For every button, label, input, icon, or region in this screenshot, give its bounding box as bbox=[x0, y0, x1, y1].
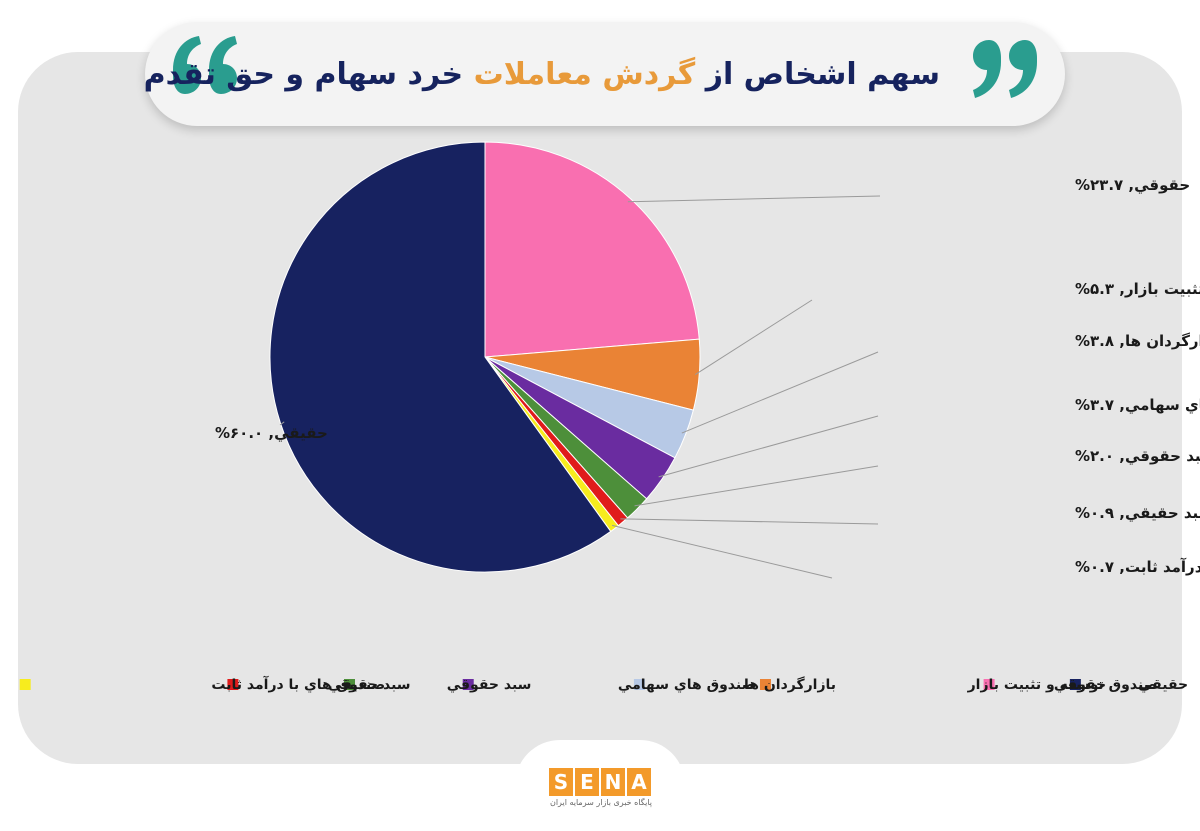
legend-swatch-7 bbox=[19, 679, 31, 690]
leader-line-6 bbox=[620, 518, 879, 525]
logo-letter-1: E bbox=[575, 768, 599, 796]
logo-letter-0: S bbox=[549, 768, 573, 796]
legend-label-4: صندوق هاي سهامي bbox=[618, 677, 755, 694]
data-labels: حقيقي, ۶۰.۰% حقوقي, ۲۳.۷% صندوق توسعه و تث… bbox=[215, 176, 1200, 577]
leader-line-2 bbox=[695, 299, 813, 375]
legend-label-3: بازارگردان ها bbox=[744, 676, 836, 693]
legend-swatch-3 bbox=[633, 679, 645, 690]
data-label-0: حقيقي, ۶۰.۰% bbox=[215, 424, 328, 442]
leader-lines bbox=[279, 195, 881, 579]
leader-line-4 bbox=[658, 415, 879, 478]
chart-title: سهم اشخاص از گردش معاملات خرد سهام و حق … bbox=[144, 50, 940, 100]
legend-swatch-1 bbox=[983, 679, 995, 690]
title-part-1: سهم اشخاص از bbox=[705, 57, 940, 92]
pie-slice-0 bbox=[269, 141, 612, 573]
data-label-3: بازارگردان ها, ۳.۸% bbox=[1075, 332, 1200, 350]
legend-swatch-2 bbox=[759, 679, 771, 690]
legend-swatch-0 bbox=[1069, 679, 1081, 690]
legend-label-7: صندوق هاي با درآمد ثابت bbox=[211, 675, 385, 694]
data-label-2: صندوق توسعه و تثبيت بازار, ۵.۳% bbox=[1075, 280, 1200, 298]
legend-label-1: حقوقي bbox=[1054, 677, 1106, 693]
logo-letter-3: A bbox=[627, 768, 651, 796]
legend-label-5: سبد حقوقي bbox=[447, 677, 532, 693]
title-banner bbox=[145, 22, 1065, 126]
leader-line-5 bbox=[634, 465, 879, 507]
legend-swatch-5 bbox=[344, 679, 355, 690]
data-label-4: صندوق هاي سهامي, ۳.۷% bbox=[1075, 396, 1200, 415]
legend-label-6: سبد حقيقي bbox=[328, 677, 411, 693]
data-label-5: سبد حقوقي, ۲.۰% bbox=[1075, 447, 1200, 465]
legend-label-0: حقيقي bbox=[1138, 677, 1188, 693]
leader-line-0 bbox=[279, 421, 285, 426]
open-quote-icon bbox=[173, 36, 237, 94]
legend-label-2: صندوق توسعه و تثبيت بازار bbox=[967, 677, 1158, 693]
leader-line-7 bbox=[611, 524, 833, 579]
legend-swatch-6 bbox=[227, 679, 239, 690]
title-part-2: خرد سهام و حق تقدم bbox=[143, 57, 464, 92]
title-accent: گردش معاملات bbox=[473, 57, 696, 92]
logo-letter-2: N bbox=[601, 768, 625, 796]
logo-background bbox=[515, 740, 685, 830]
data-label-6: سبد حقيقي, ۰.۹% bbox=[1075, 504, 1200, 522]
pie-slices bbox=[269, 141, 701, 573]
data-label-1: حقوقي, ۲۳.۷% bbox=[1075, 176, 1190, 194]
logo-tagline: پایگاه خبری بازار سرمایه ایران bbox=[549, 798, 653, 807]
leader-line-3 bbox=[681, 351, 879, 434]
legend-swatch-4 bbox=[462, 679, 474, 690]
data-label-7: صندوق هاي با درآمد ثابت, ۰.۷% bbox=[1075, 558, 1200, 577]
close-quote-icon bbox=[973, 40, 1037, 98]
leader-line-1 bbox=[627, 195, 881, 203]
pie-slice-1 bbox=[484, 141, 700, 358]
